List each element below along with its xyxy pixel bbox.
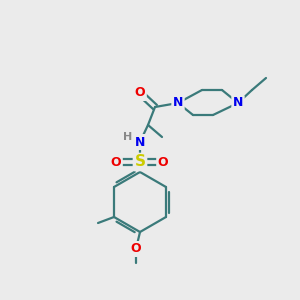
Text: N: N <box>135 136 145 148</box>
Text: H: H <box>123 132 133 142</box>
Text: S: S <box>134 154 146 169</box>
Text: O: O <box>131 242 141 256</box>
Text: N: N <box>173 97 183 110</box>
Text: O: O <box>135 86 145 100</box>
Text: O: O <box>158 155 168 169</box>
Text: O: O <box>111 155 121 169</box>
Text: N: N <box>233 97 243 110</box>
